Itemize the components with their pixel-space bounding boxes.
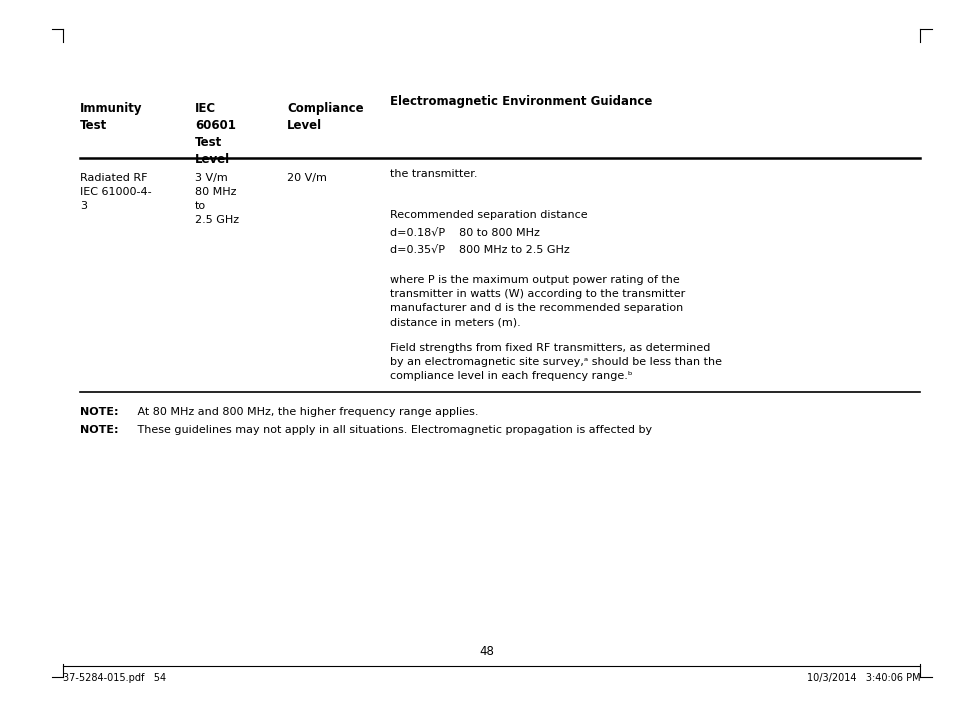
Text: the transmitter.: the transmitter.	[390, 169, 477, 179]
Text: IEC
60601
Test
Level: IEC 60601 Test Level	[195, 102, 236, 166]
Text: Electromagnetic Environment Guidance: Electromagnetic Environment Guidance	[390, 95, 652, 108]
Text: 3 V/m
80 MHz
to
2.5 GHz: 3 V/m 80 MHz to 2.5 GHz	[195, 173, 239, 225]
Text: 10/3/2014   3:40:06 PM: 10/3/2014 3:40:06 PM	[806, 673, 920, 683]
Text: Recommended separation distance: Recommended separation distance	[390, 210, 587, 220]
Text: 48: 48	[479, 645, 495, 658]
Text: d=0.18√P    80 to 800 MHz: d=0.18√P 80 to 800 MHz	[390, 228, 540, 238]
Text: Radiated RF
IEC 61000-4-
3: Radiated RF IEC 61000-4- 3	[80, 173, 152, 211]
Text: Field strengths from fixed RF transmitters, as determined
by an electromagnetic : Field strengths from fixed RF transmitte…	[390, 343, 722, 381]
Text: At 80 MHz and 800 MHz, the higher frequency range applies.: At 80 MHz and 800 MHz, the higher freque…	[134, 407, 479, 417]
Text: where P is the maximum output power rating of the
transmitter in watts (W) accor: where P is the maximum output power rati…	[390, 275, 685, 327]
Text: These guidelines may not apply in all situations. Electromagnetic propagation is: These guidelines may not apply in all si…	[134, 425, 653, 435]
Text: 20 V/m: 20 V/m	[287, 173, 327, 183]
Text: 37-5284-015.pdf   54: 37-5284-015.pdf 54	[63, 673, 167, 683]
Text: Immunity
Test: Immunity Test	[80, 102, 142, 132]
Text: NOTE:: NOTE:	[80, 425, 119, 435]
Text: NOTE:: NOTE:	[80, 407, 119, 417]
Text: d=0.35√P    800 MHz to 2.5 GHz: d=0.35√P 800 MHz to 2.5 GHz	[390, 245, 570, 255]
Text: Compliance
Level: Compliance Level	[287, 102, 364, 132]
